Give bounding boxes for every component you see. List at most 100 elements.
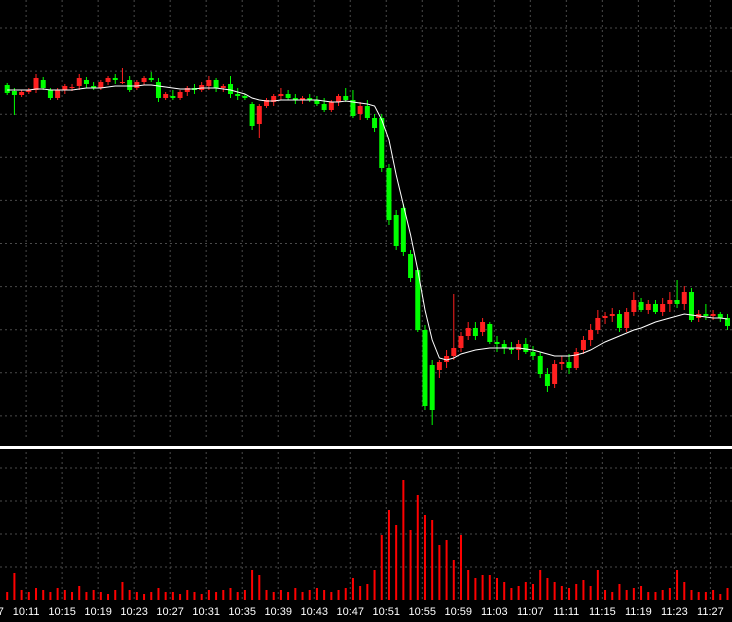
candle-body <box>119 82 125 83</box>
candle-body <box>451 348 457 356</box>
candle-body <box>544 374 550 386</box>
x-tick-label: 10:43 <box>300 606 328 618</box>
candle-body <box>83 80 89 84</box>
volume-bar <box>496 578 499 600</box>
volume-bar <box>85 592 88 600</box>
volume-bar <box>301 592 304 600</box>
volume-bar <box>459 535 462 600</box>
volume-bar <box>632 588 635 600</box>
x-tick-label: 10:11 <box>13 606 40 618</box>
volume-bar <box>164 592 167 600</box>
candle-body <box>400 208 406 252</box>
candle-body <box>480 322 486 332</box>
volume-bar <box>13 573 16 600</box>
volume-bar <box>200 594 203 600</box>
volume-bar <box>344 588 347 600</box>
x-tick-label: 11:19 <box>625 606 652 618</box>
candle-body <box>552 364 558 384</box>
volume-bar <box>661 590 664 600</box>
volume-bar <box>49 592 52 600</box>
volume-bar <box>150 592 153 600</box>
volume-bar <box>546 578 549 600</box>
panel-separator <box>0 446 732 449</box>
candle-body <box>595 318 601 330</box>
candle-body <box>573 352 579 368</box>
volume-bar <box>243 590 246 600</box>
candle-body <box>19 92 25 95</box>
candle-body <box>98 82 104 88</box>
volume-bar <box>697 592 700 600</box>
candle-body <box>393 215 399 246</box>
x-tick-label: 10:19 <box>84 606 112 618</box>
candle-body <box>710 314 716 316</box>
volume-bar <box>207 590 210 600</box>
candle-body <box>415 270 421 330</box>
candle-body <box>321 104 327 110</box>
candle-body <box>717 314 723 318</box>
candle-body <box>336 96 342 102</box>
candle-body <box>242 96 248 98</box>
candle-body <box>127 80 133 90</box>
candle-body <box>55 90 61 98</box>
candle-body <box>667 300 673 304</box>
volume-bar <box>582 580 585 600</box>
volume-bar <box>373 570 376 600</box>
volume-bar <box>640 586 643 600</box>
volume-bar <box>503 582 506 600</box>
volume-bar <box>63 590 66 600</box>
volume-bar <box>351 578 354 600</box>
x-tick-label: 10:07 <box>0 606 4 618</box>
x-tick-label: 11:15 <box>589 606 616 618</box>
volume-bar <box>27 592 30 600</box>
volume-bar <box>78 586 81 600</box>
candle-body <box>487 324 493 342</box>
x-tick-label: 10:27 <box>156 606 184 618</box>
volume-bar <box>668 588 671 600</box>
candle-body <box>624 312 630 328</box>
volume-bar <box>416 495 419 600</box>
volume-bar <box>575 584 578 600</box>
x-tick-label: 10:55 <box>409 606 437 618</box>
volume-bar <box>517 586 520 600</box>
volume-bar <box>402 480 405 600</box>
candle-body <box>69 87 75 88</box>
candle-body <box>523 344 529 352</box>
volume-bar <box>337 590 340 600</box>
volume-bar <box>395 525 398 600</box>
candle-body <box>537 356 543 374</box>
volume-bar <box>611 592 614 600</box>
volume-bar <box>431 520 434 600</box>
candle-body <box>264 100 270 106</box>
volume-bar <box>589 586 592 600</box>
volume-bar <box>445 540 448 600</box>
candle-body <box>134 82 140 88</box>
candle-body <box>660 304 666 312</box>
candle-body <box>47 90 53 98</box>
candle-body <box>350 100 356 116</box>
candle-body <box>307 98 313 100</box>
volume-bar <box>481 575 484 600</box>
volume-bar <box>719 594 722 600</box>
candle-body <box>170 96 176 98</box>
volume-bar <box>157 588 160 600</box>
x-tick-label: 10:35 <box>228 606 256 618</box>
volume-bar <box>704 592 707 600</box>
candle-body <box>422 330 428 406</box>
x-tick-label: 10:51 <box>372 606 400 618</box>
candle-body <box>494 342 500 344</box>
x-tick-label: 10:39 <box>264 606 292 618</box>
x-tick-label: 10:23 <box>120 606 148 618</box>
candle-body <box>91 86 97 88</box>
volume-bar <box>107 594 110 600</box>
candle-body <box>638 302 644 310</box>
volume-bar <box>308 590 311 600</box>
candle-body <box>472 328 478 336</box>
candle-body <box>609 314 615 316</box>
x-tick-label: 10:59 <box>445 606 473 618</box>
volume-bar <box>121 582 124 600</box>
moving-average <box>7 84 728 361</box>
volume-bar <box>330 592 333 600</box>
candle-body <box>256 106 262 124</box>
candle-body <box>429 365 435 410</box>
x-tick-label: 11:03 <box>481 606 508 618</box>
